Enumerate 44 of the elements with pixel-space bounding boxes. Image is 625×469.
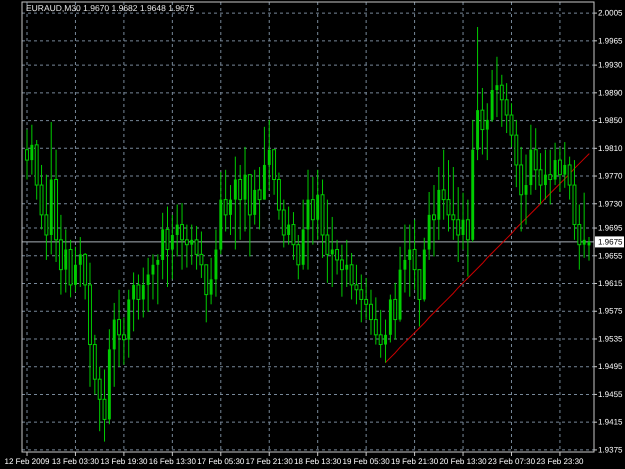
candlestick	[588, 236, 590, 262]
candlestick	[258, 166, 262, 230]
x-tick-label: 23 Feb 23:30	[536, 457, 584, 466]
candlestick	[152, 254, 154, 300]
y-tick-label: 1.9455	[598, 390, 624, 399]
candlestick	[238, 164, 242, 240]
y-tick-label: 1.9890	[598, 88, 624, 98]
candlestick	[558, 147, 562, 192]
y-tick-label: 1.9375	[598, 445, 624, 454]
x-tick-label: 19 Feb 05:30	[342, 457, 390, 466]
candlestick	[136, 274, 140, 320]
x-tick-label: 13 Feb 03:30	[52, 457, 100, 466]
y-tick-label: 1.9415	[598, 418, 624, 427]
x-tick-label: 16 Feb 13:30	[148, 457, 196, 466]
y-tick-label: 1.9810	[598, 144, 624, 153]
y-tick-label: 1.9655	[598, 251, 624, 260]
x-tick-label: 12 Feb 2009	[4, 457, 50, 466]
x-tick-label: 23 Feb 07:30	[488, 457, 536, 466]
candlestick	[146, 257, 150, 312]
x-tick-label: 17 Feb 05:30	[197, 457, 245, 466]
y-tick-label: 1.9965	[598, 36, 624, 46]
candlestick	[403, 224, 406, 294]
y-tick-label: 1.9495	[598, 362, 624, 372]
y-tick-label: 1.9850	[598, 116, 624, 126]
candlestick	[548, 149, 552, 205]
ref-line-label: 1.9675	[598, 237, 624, 246]
candlestick	[156, 254, 160, 305]
x-tick-label: 19 Feb 21:30	[391, 457, 439, 466]
y-tick-label: 1.9730	[598, 199, 624, 208]
chart-title: EURAUD,M30 1.9670 1.9682 1.9648 1.9675	[26, 3, 194, 13]
x-tick-label: 20 Feb 13:30	[439, 457, 488, 466]
y-tick-label: 1.9695	[598, 224, 624, 233]
x-tick-label: 13 Feb 19:30	[100, 457, 148, 466]
candlestick	[310, 176, 315, 246]
y-tick-label: 1.9615	[598, 279, 624, 288]
y-tick-label: 1.9770	[598, 172, 624, 181]
line-series	[385, 153, 590, 364]
y-tick-label: 1.9535	[598, 334, 624, 344]
x-tick-label: 18 Feb 13:30	[294, 457, 342, 466]
y-tick-label: 2.0005	[598, 8, 624, 18]
y-tick-label: 1.9575	[598, 306, 624, 316]
x-tick-label: 17 Feb 21:30	[246, 457, 294, 466]
candlestick	[480, 87, 484, 156]
y-tick-label: 1.9930	[598, 60, 624, 70]
